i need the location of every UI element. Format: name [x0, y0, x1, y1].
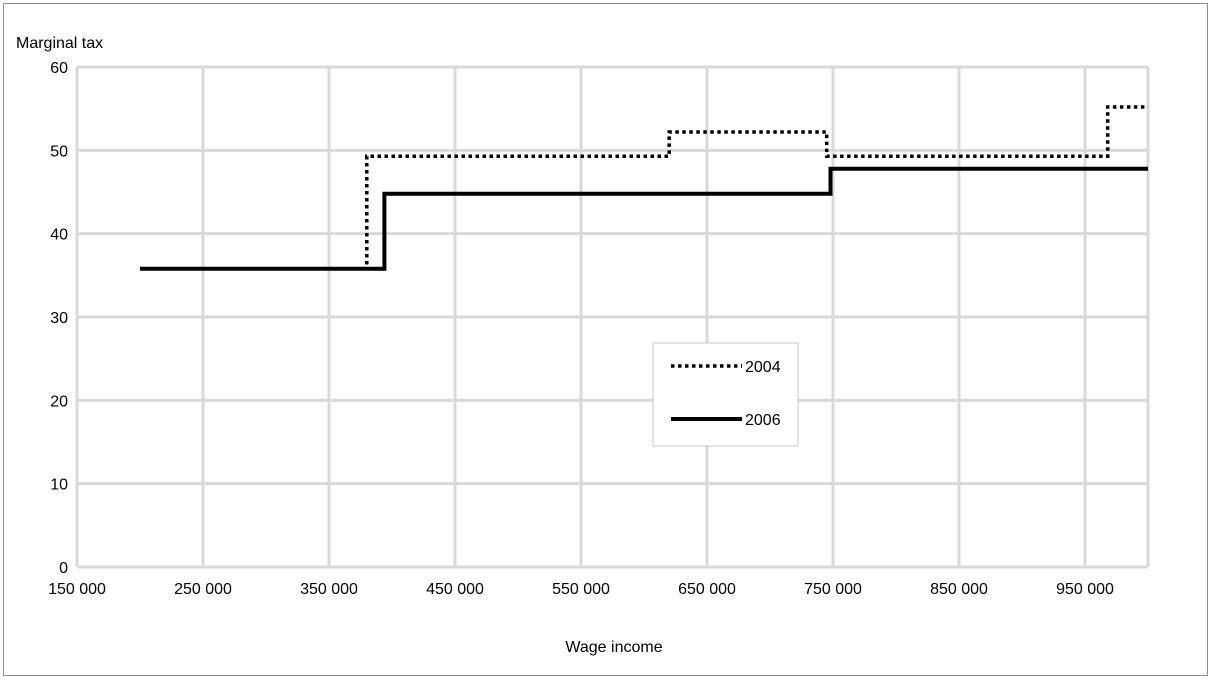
series-line-2006 [140, 166, 1148, 271]
legend: 2004 2006 [652, 342, 799, 447]
x-tick-label: 450 000 [426, 581, 484, 598]
series-group [140, 105, 1148, 271]
x-axis-title: Wage income [565, 639, 662, 656]
y-tick-label: 50 [50, 143, 68, 160]
y-tick-label: 40 [50, 227, 68, 244]
chart-frame: 0 10 20 30 40 50 60 150 000 250 000 350 000 450 0… [3, 3, 1208, 676]
x-tick-label: 250 000 [174, 581, 232, 598]
y-axis-ticks: 0 10 20 30 40 50 60 [50, 60, 68, 577]
y-tick-label: 20 [50, 393, 68, 410]
legend-label-2006: 2006 [745, 412, 781, 429]
x-tick-label: 350 000 [300, 581, 358, 598]
y-axis-title: Marginal tax [16, 35, 103, 52]
legend-box [652, 342, 799, 447]
line-chart: 0 10 20 30 40 50 60 150 000 250 000 350 000 450 0… [16, 35, 1150, 656]
series-line-2004 [140, 105, 1148, 271]
x-tick-label: 850 000 [930, 581, 988, 598]
y-tick-label: 10 [50, 477, 68, 494]
x-tick-label: 950 000 [1056, 581, 1114, 598]
grid [75, 65, 1150, 569]
x-tick-label: 550 000 [552, 581, 610, 598]
x-tick-label: 650 000 [678, 581, 736, 598]
y-tick-label: 30 [50, 310, 68, 327]
legend-label-2004: 2004 [745, 359, 781, 376]
y-tick-label: 60 [50, 60, 68, 77]
x-axis-ticks: 150 000 250 000 350 000 450 000 550 000 650 0… [48, 581, 1114, 598]
x-tick-label: 750 000 [804, 581, 862, 598]
x-tick-label: 150 000 [48, 581, 106, 598]
y-tick-label: 0 [59, 560, 68, 577]
